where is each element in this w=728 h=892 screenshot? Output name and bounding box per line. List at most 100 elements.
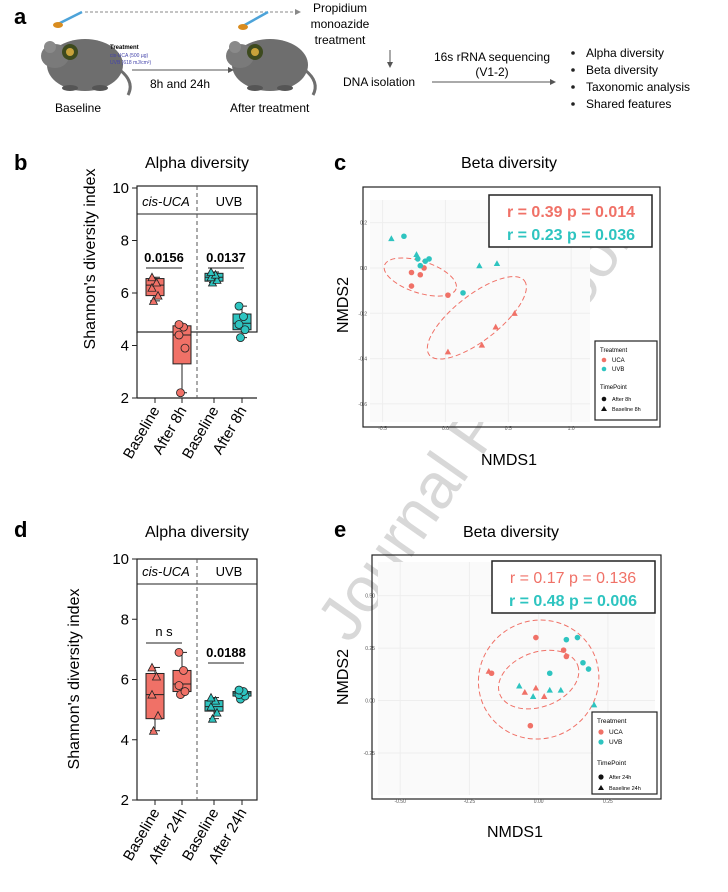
y-tick-label: 0.2 xyxy=(360,221,367,227)
y-tick-label: -0.4 xyxy=(358,357,367,363)
box-point xyxy=(174,330,184,340)
scatter-point xyxy=(444,348,452,355)
seq-line-1: 16s rRNA sequencing xyxy=(434,50,550,64)
seq-line-2: (V1-2) xyxy=(475,65,508,79)
panel-e-title: Beta diversity xyxy=(463,524,559,541)
panel-b-ylabel: Shannon's diversity index xyxy=(82,169,99,350)
box-point xyxy=(236,333,245,343)
treatment-line-1: cis-UCA (500 µg) xyxy=(110,53,149,59)
legend-treatment-title: Treatment xyxy=(600,348,627,354)
panel-e: e Beta diversity -0.50 -0.25 0.00 0.25 0.50 0… xyxy=(334,517,662,841)
scatter-point xyxy=(408,283,415,289)
y-tick-label: 0.25 xyxy=(365,646,375,652)
scatter-point xyxy=(476,262,483,269)
box-point xyxy=(174,681,184,690)
group-label-cisuca: cis-UCA xyxy=(142,194,190,209)
box-point xyxy=(207,713,218,723)
scatter-point xyxy=(541,693,548,699)
panel-c-title: Beta diversity xyxy=(461,155,557,172)
scatter-point xyxy=(511,310,518,316)
box-body xyxy=(172,325,192,365)
box-point xyxy=(148,296,159,305)
analysis-item: Shared features xyxy=(586,97,671,111)
legend-item: UCA xyxy=(609,729,623,736)
panel-c-stats-box xyxy=(488,194,653,248)
x-tick-label: 1.0 xyxy=(568,426,575,432)
scatter-point xyxy=(585,666,592,672)
scatter-point xyxy=(563,636,570,643)
x-tick-label: -0.50 xyxy=(394,799,406,805)
analysis-item: Taxonomic analysis xyxy=(586,80,690,94)
y-tick-label: 10 xyxy=(112,180,129,197)
legend-item: UVB xyxy=(609,739,622,746)
y-tick-label: 4 xyxy=(121,732,129,749)
scatter-point xyxy=(492,323,499,330)
box-point xyxy=(206,692,216,702)
baseline-label: Baseline xyxy=(55,101,101,115)
box-point xyxy=(180,343,190,353)
y-tick-label: 0.00 xyxy=(365,699,375,705)
legend-item: UCA xyxy=(612,358,625,364)
scatter-point xyxy=(590,701,598,708)
box-point xyxy=(240,325,250,335)
box-point xyxy=(153,290,163,300)
x-tick-label: -0.5 xyxy=(378,426,387,432)
scatter-point xyxy=(560,647,567,653)
scatter-point xyxy=(417,262,424,269)
y-tick-label: 0.50 xyxy=(365,594,375,600)
scatter-point xyxy=(422,258,429,264)
panel-b-title: Alpha diversity xyxy=(145,155,249,172)
dropper-icon xyxy=(53,10,83,28)
box-point xyxy=(206,267,216,276)
legend-time-title: TimePoint xyxy=(597,760,626,767)
legend-item: After 8h xyxy=(612,397,631,403)
y-tick-label: 0.0 xyxy=(360,266,367,272)
box-point xyxy=(234,320,244,329)
legend-time-title: TimePoint xyxy=(600,385,627,391)
box-point xyxy=(239,312,248,322)
legend-treatment-title: Treatment xyxy=(597,718,627,725)
panel-c-legend: Treatment UCA UVB TimePoint After 8h Bas… xyxy=(594,340,658,421)
stat-uvb: r = 0.23 p = 0.036 xyxy=(507,227,635,244)
scatter-point xyxy=(485,667,492,674)
panel-c-frame xyxy=(362,186,661,428)
scatter-point xyxy=(414,256,421,262)
panel-a-letter: a xyxy=(14,4,27,29)
scatter-point xyxy=(533,634,539,641)
y-tick-label: -0.2 xyxy=(358,311,367,317)
scatter-point xyxy=(516,682,523,689)
scatter-point xyxy=(417,271,424,278)
group-label-cisuca: cis-UCA xyxy=(142,564,190,579)
legend-item: UVB xyxy=(612,367,624,373)
scatter-point xyxy=(460,290,466,296)
confidence-ellipse xyxy=(498,649,580,710)
scatter-point xyxy=(574,634,581,641)
box-point xyxy=(176,388,185,398)
pma-line-3: treatment xyxy=(315,33,366,47)
box-point xyxy=(212,275,222,284)
panel-e-letter: e xyxy=(334,517,346,542)
y-tick-label: 4 xyxy=(121,338,129,355)
y-tick-label: 8 xyxy=(121,611,129,628)
treatment-line-2: UVB (618 mJ/cm²) xyxy=(110,60,151,66)
time-label: 8h and 24h xyxy=(150,77,210,91)
scatter-point xyxy=(546,670,553,677)
x-tick-label: 0.00 xyxy=(534,799,544,805)
box-point xyxy=(179,666,188,675)
legend-item: Baseline 24h xyxy=(609,786,641,792)
pvalue-label: n s xyxy=(155,624,173,639)
panel-b: b Alpha diversity Shannon's diversity in… xyxy=(14,150,258,462)
confidence-ellipse xyxy=(477,619,600,740)
panel-e-legend: Treatment UCA UVB TimePoint After 24h Ba… xyxy=(591,711,658,795)
panel-d-letter: d xyxy=(14,517,27,542)
x-tick-label: -0.25 xyxy=(464,799,476,805)
scatter-point xyxy=(401,233,407,240)
y-tick-label: -0.6 xyxy=(358,402,367,408)
box-point xyxy=(148,725,159,735)
box-point xyxy=(147,282,157,292)
stat-uvb: r = 0.48 p = 0.006 xyxy=(509,593,637,610)
panel-e-stats-box xyxy=(491,560,656,614)
box-point xyxy=(153,710,163,720)
panel-c-xlabel: NMDS1 xyxy=(481,452,537,469)
box-point xyxy=(234,301,244,311)
